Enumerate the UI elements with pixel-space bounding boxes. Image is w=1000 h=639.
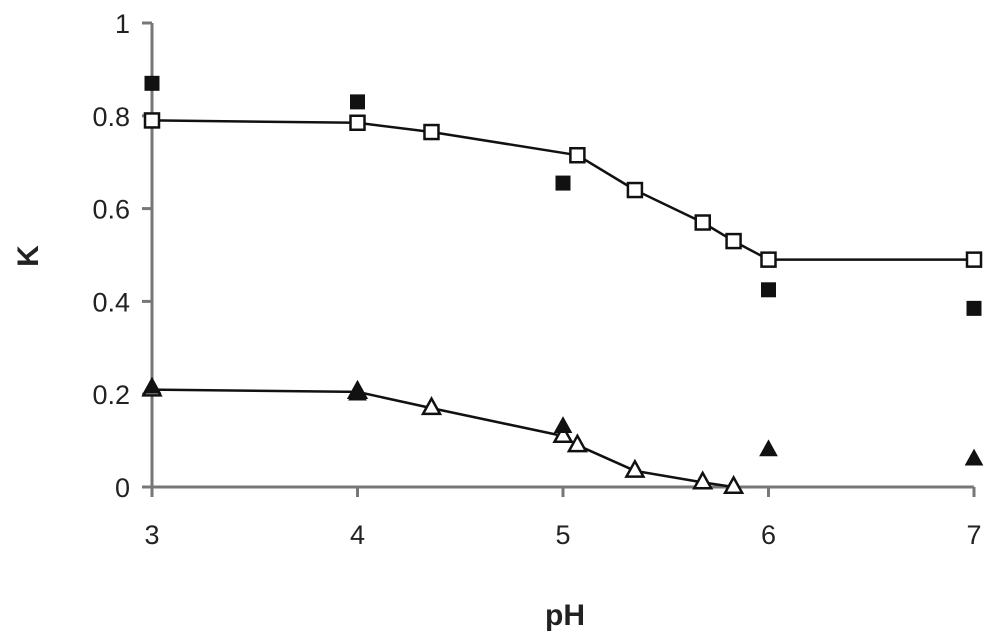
series-triangle-open [141, 377, 745, 495]
filled-square-point [144, 75, 160, 91]
open-triangle-point [692, 470, 714, 490]
open-square-point [626, 181, 644, 199]
x-tick-label: 7 [966, 520, 981, 550]
open-square-point [569, 146, 586, 164]
x-tick-label: 5 [555, 520, 570, 550]
series-triangle-filled [142, 376, 984, 466]
series-square-filled [144, 75, 982, 316]
y-tick-label: 0 [115, 473, 130, 503]
x-tick-label: 6 [761, 520, 776, 550]
x-ticks: 3 4 5 6 7 [144, 487, 982, 550]
plot-area: 0 0.2 0.4 0.6 0.8 1 3 4 5 6 7 [92, 9, 984, 550]
series-layer [141, 75, 984, 495]
filled-square-point [555, 175, 571, 191]
filled-triangle-point [348, 383, 367, 401]
y-tick-label: 0.2 [92, 380, 130, 410]
filled-square-point [966, 300, 982, 316]
open-triangle-point [566, 433, 589, 453]
open-square-point [760, 251, 777, 268]
open-square-point [349, 114, 366, 132]
x-axis-title: pH [545, 599, 585, 632]
open-triangle-point [722, 474, 745, 495]
y-tick-label: 1 [115, 9, 130, 39]
y-tick-label: 0.6 [92, 195, 130, 225]
series-square-open [143, 112, 983, 268]
filled-triangle-point [964, 448, 984, 466]
y-tick-label: 0.4 [92, 287, 130, 317]
open-square-point [143, 112, 161, 129]
x-tick-label: 4 [350, 520, 365, 550]
open-square-point [423, 123, 440, 141]
open-square-point [965, 251, 983, 268]
y-axis-title: K [12, 245, 45, 267]
open-triangle-point [624, 458, 646, 478]
open-square-point [694, 214, 711, 231]
filled-square-point [350, 94, 365, 110]
filled-triangle-point [759, 439, 778, 457]
open-triangle-point [552, 423, 574, 444]
filled-triangle-point [142, 376, 162, 394]
y-tick-label: 0.8 [92, 102, 130, 132]
filled-triangle-point [553, 416, 573, 433]
y-ticks: 0 0.2 0.4 0.6 0.8 1 [92, 9, 152, 503]
open-triangle-point [420, 396, 443, 416]
x-tick-label: 3 [144, 520, 159, 550]
filled-square-point [761, 282, 776, 298]
series-line [151, 388, 734, 489]
open-square-point [725, 232, 742, 250]
